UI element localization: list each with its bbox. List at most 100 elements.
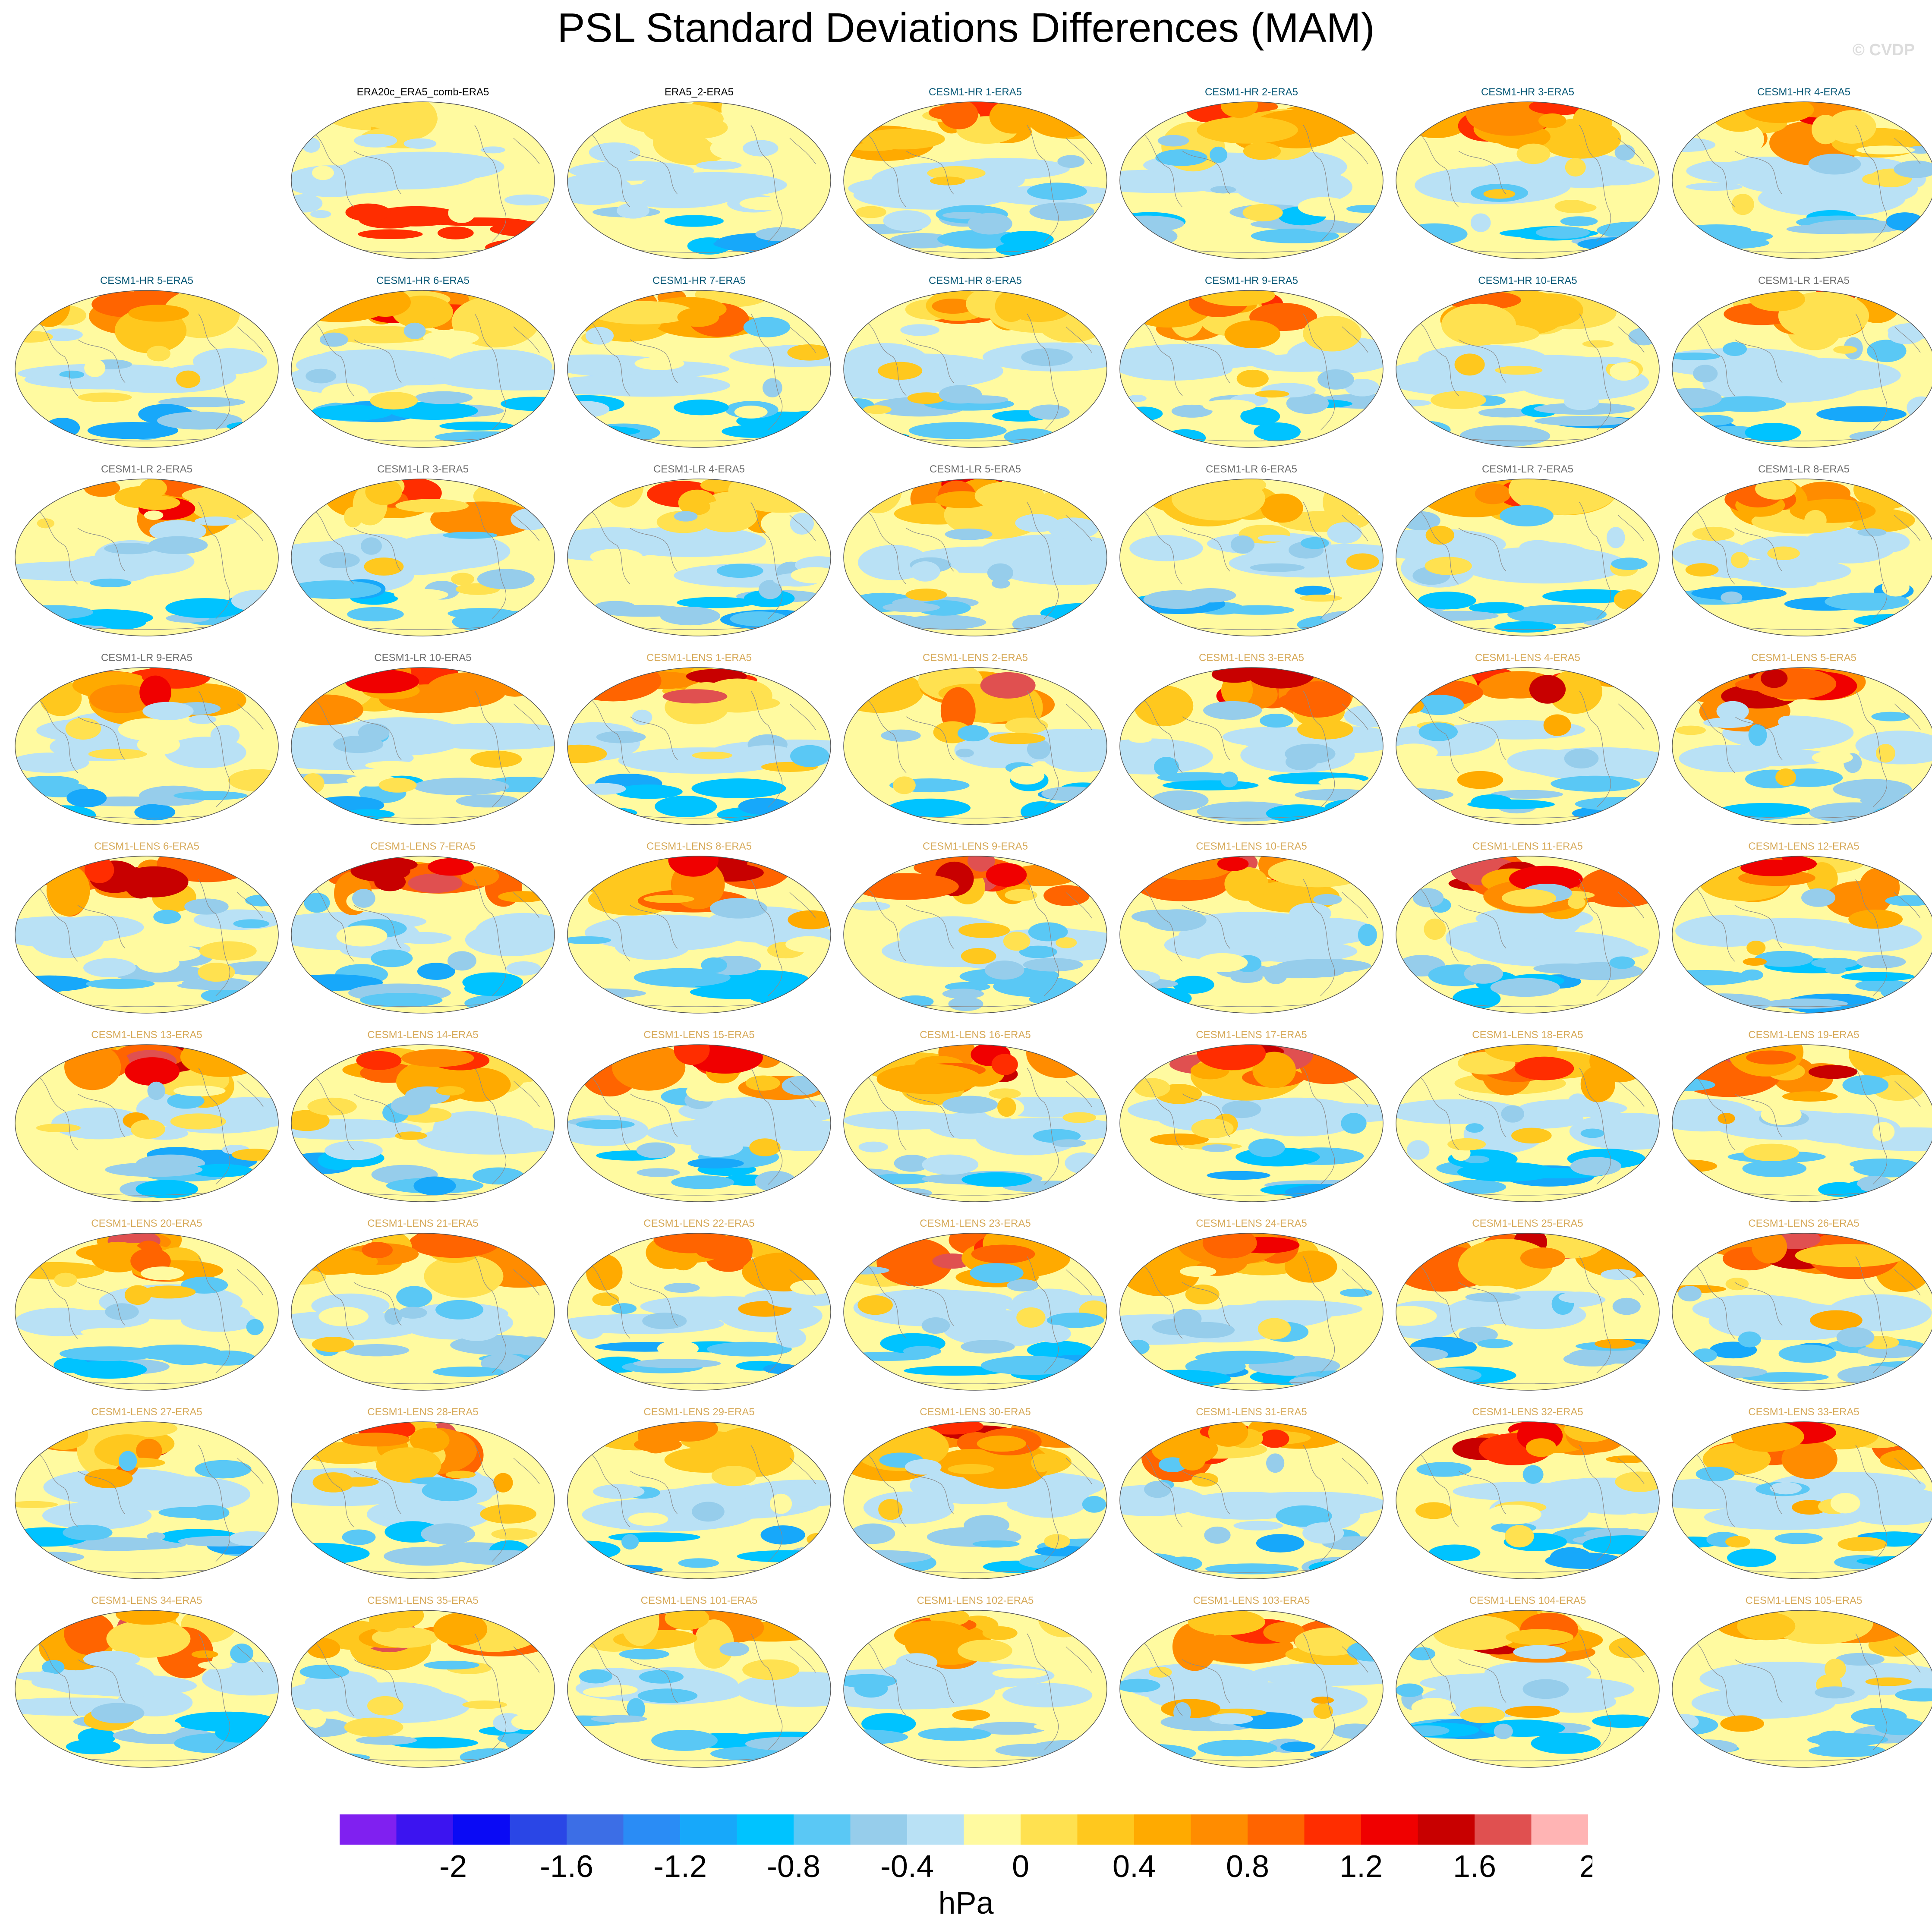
map-panel: CESM1-LENS 18-ERA5 <box>1390 1029 1666 1215</box>
map-plot <box>567 101 831 259</box>
map-panel: CESM1-LENS 32-ERA5 <box>1390 1406 1666 1592</box>
map-plot <box>567 1610 831 1768</box>
map-panel: CESM1-LENS 17-ERA5 <box>1113 1029 1390 1215</box>
colorbar-swatch <box>1021 1814 1078 1845</box>
map-panel-title: CESM1-LENS 26-ERA5 <box>1748 1218 1860 1229</box>
map-panel: CESM1-LENS 35-ERA5 <box>285 1595 561 1780</box>
map-panel: CESM1-LENS 21-ERA5 <box>285 1218 561 1403</box>
map-panel: CESM1-LENS 10-ERA5 <box>1113 841 1390 1026</box>
map-panel: ERA5_2-ERA5 <box>561 86 837 272</box>
map-plot <box>567 479 831 636</box>
map-panel-title: CESM1-LENS 5-ERA5 <box>1751 652 1857 664</box>
map-panel-title: CESM1-LENS 27-ERA5 <box>91 1406 202 1418</box>
map-plot <box>15 1610 279 1768</box>
map-panel-title: CESM1-LENS 28-ERA5 <box>367 1406 479 1418</box>
map-plot <box>843 101 1107 259</box>
map-panel: CESM1-LENS 28-ERA5 <box>285 1406 561 1592</box>
map-plot <box>1672 856 1932 1014</box>
map-plot <box>567 667 831 825</box>
map-panel: CESM1-LENS 19-ERA5 <box>1666 1029 1932 1215</box>
map-plot <box>1672 101 1932 259</box>
map-panel-title: CESM1-LENS 10-ERA5 <box>1196 841 1307 852</box>
map-panel: CESM1-LENS 16-ERA5 <box>837 1029 1113 1215</box>
colorbar-swatch <box>567 1814 624 1845</box>
map-panel-title: CESM1-HR 10-ERA5 <box>1478 275 1577 287</box>
map-panel-title: CESM1-HR 9-ERA5 <box>1204 275 1299 287</box>
map-panel-title: CESM1-LENS 23-ERA5 <box>920 1218 1031 1229</box>
map-plot <box>843 856 1107 1014</box>
map-plot <box>1119 1233 1384 1391</box>
map-plot <box>291 1044 555 1202</box>
map-plot <box>15 290 279 448</box>
map-panel-title: CESM1-LENS 12-ERA5 <box>1748 841 1860 852</box>
map-panel: CESM1-HR 8-ERA5 <box>837 275 1113 460</box>
map-plot <box>15 479 279 636</box>
map-panel-title: CESM1-HR 5-ERA5 <box>100 275 194 287</box>
map-panel: CESM1-LENS 34-ERA5 <box>9 1595 285 1780</box>
map-panel: CESM1-LENS 103-ERA5 <box>1113 1595 1390 1780</box>
map-plot <box>291 667 555 825</box>
map-panel: CESM1-LENS 1-ERA5 <box>561 652 837 838</box>
map-panel-title: CESM1-LENS 30-ERA5 <box>920 1406 1031 1418</box>
map-panel: CESM1-HR 7-ERA5 <box>561 275 837 460</box>
map-panel-title: CESM1-LENS 101-ERA5 <box>640 1595 758 1606</box>
map-panel: CESM1-LENS 3-ERA5 <box>1113 652 1390 838</box>
map-plot <box>843 667 1107 825</box>
map-plot <box>1672 1421 1932 1579</box>
map-panel: CESM1-LENS 2-ERA5 <box>837 652 1113 838</box>
map-panel-title: CESM1-LENS 104-ERA5 <box>1469 1595 1586 1606</box>
map-panel: CESM1-LR 9-ERA5 <box>9 652 285 838</box>
map-panel: CESM1-LENS 15-ERA5 <box>561 1029 837 1215</box>
map-panel-title: CESM1-LENS 32-ERA5 <box>1472 1406 1583 1418</box>
map-panel: CESM1-LR 6-ERA5 <box>1113 463 1390 649</box>
map-plot <box>15 1233 279 1391</box>
map-panel-title: CESM1-LENS 11-ERA5 <box>1472 841 1583 852</box>
colorbar-swatch <box>453 1814 510 1845</box>
map-plot <box>567 1233 831 1391</box>
colorbar-swatch <box>1248 1814 1305 1845</box>
colorbar-tick-label: 1.6 <box>1453 1849 1496 1883</box>
map-panel-title: CESM1-LENS 13-ERA5 <box>91 1029 202 1041</box>
colorbar-tick-label: -0.4 <box>880 1849 934 1883</box>
map-panel: CESM1-LENS 8-ERA5 <box>561 841 837 1026</box>
colorbar-swatch <box>510 1814 567 1845</box>
map-panel: CESM1-HR 2-ERA5 <box>1113 86 1390 272</box>
map-panel-title: CESM1-LENS 33-ERA5 <box>1748 1406 1860 1418</box>
colorbar-tick-label: -1.2 <box>653 1849 707 1883</box>
colorbar-swatch <box>1304 1814 1361 1845</box>
map-plot <box>291 1421 555 1579</box>
map-plot <box>1396 290 1660 448</box>
map-panel: CESM1-LENS 104-ERA5 <box>1390 1595 1666 1780</box>
colorbar-swatch <box>1134 1814 1191 1845</box>
map-panel-title: CESM1-LENS 3-ERA5 <box>1198 652 1305 664</box>
map-plot <box>1396 1233 1660 1391</box>
map-panel: CESM1-LR 7-ERA5 <box>1390 463 1666 649</box>
map-panel: CESM1-LENS 29-ERA5 <box>561 1406 837 1592</box>
map-plot <box>291 479 555 636</box>
map-panel: CESM1-HR 6-ERA5 <box>285 275 561 460</box>
map-plot <box>15 667 279 825</box>
map-plot <box>1672 290 1932 448</box>
map-panel-title: CESM1-LENS 29-ERA5 <box>643 1406 755 1418</box>
map-panel-title: CESM1-LENS 4-ERA5 <box>1475 652 1581 664</box>
map-plot <box>567 1421 831 1579</box>
map-panel: CESM1-LENS 30-ERA5 <box>837 1406 1113 1592</box>
map-panel: CESM1-LR 5-ERA5 <box>837 463 1113 649</box>
map-panel-title: CESM1-HR 6-ERA5 <box>376 275 470 287</box>
map-plot <box>1672 667 1932 825</box>
watermark: © CVDP <box>1852 41 1915 59</box>
map-plot <box>843 1421 1107 1579</box>
map-plot <box>1396 479 1660 636</box>
colorbar: -2 -1.6 -1.2 -0.8 -0.4 0 0.4 0.8 1.2 1.6 2 <box>340 1814 1592 1883</box>
colorbar-swatch <box>1418 1814 1475 1845</box>
map-panel-title: CESM1-LENS 18-ERA5 <box>1472 1029 1583 1041</box>
map-panel-title: CESM1-LENS 8-ERA5 <box>646 841 752 852</box>
colorbar-tick-label: 0 <box>1012 1849 1029 1883</box>
map-panel-title: CESM1-HR 2-ERA5 <box>1204 86 1299 98</box>
map-panel: CESM1-LR 3-ERA5 <box>285 463 561 649</box>
map-panel: CESM1-LENS 33-ERA5 <box>1666 1406 1932 1592</box>
map-panel-title: CESM1-LENS 14-ERA5 <box>367 1029 479 1041</box>
map-plot <box>1119 1044 1384 1202</box>
map-panel: CESM1-HR 4-ERA5 <box>1666 86 1932 272</box>
page-title: PSL Standard Deviations Differences (MAM… <box>557 5 1375 51</box>
